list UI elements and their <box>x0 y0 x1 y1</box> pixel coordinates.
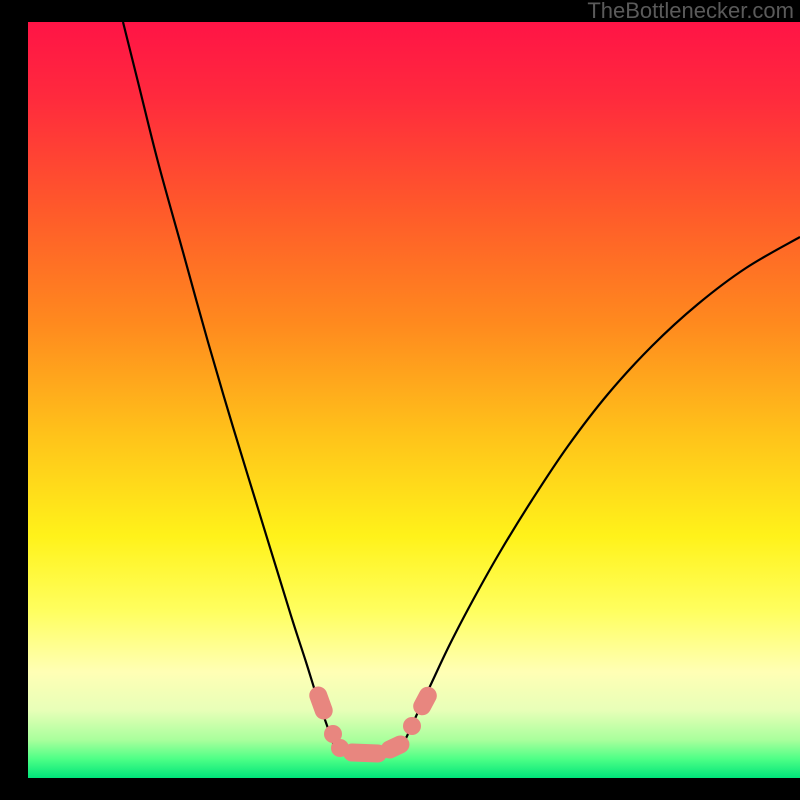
chart-canvas: TheBottlenecker.com <box>0 0 800 800</box>
plot-area <box>28 22 800 778</box>
marker-dot <box>403 717 421 735</box>
marker-pill <box>343 743 388 763</box>
right-curve <box>402 237 800 746</box>
marker-pill <box>410 684 440 719</box>
left-curve <box>123 22 334 746</box>
watermark-text: TheBottlenecker.com <box>587 0 794 24</box>
curve-overlay <box>28 22 800 778</box>
marker-pill <box>307 684 336 722</box>
